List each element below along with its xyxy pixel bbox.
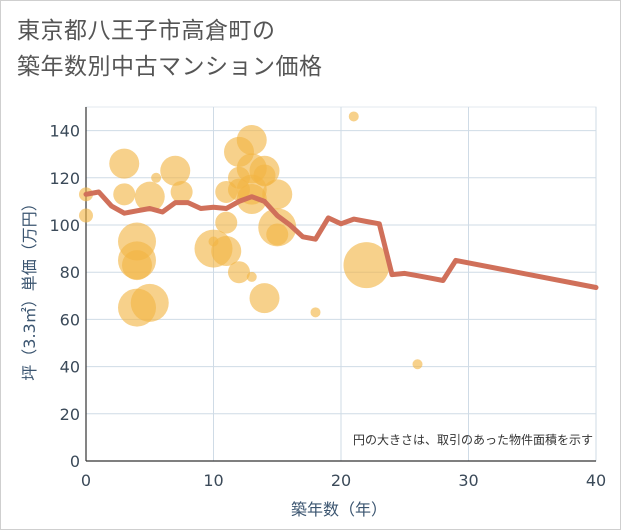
bubble-point: [79, 208, 93, 223]
x-tick-label: 20: [331, 471, 351, 490]
bubble-point: [262, 179, 293, 210]
y-tick-label: 80: [60, 263, 80, 282]
y-tick-label: 20: [60, 405, 80, 424]
x-axis-title: 築年数（年）: [291, 500, 387, 519]
chart-title: 東京都八王子市高倉町の 築年数別中古マンション価格: [17, 18, 323, 80]
x-tick-label: 0: [81, 471, 91, 490]
chart-annotation: 円の大きさは、取引のあった物件面積を示す: [353, 432, 593, 447]
bubble-point: [253, 164, 276, 187]
y-tick-label: 120: [49, 169, 80, 188]
bubble-point: [113, 183, 136, 206]
bubble-point: [215, 211, 238, 234]
bubble-point: [211, 235, 242, 266]
bubble-point: [130, 283, 169, 322]
bubble-point: [310, 307, 321, 318]
y-tick-label: 0: [70, 452, 80, 471]
bubble-point: [348, 111, 359, 122]
bubble-point: [249, 283, 280, 314]
bubble-point: [134, 181, 165, 212]
bubble-point: [266, 223, 289, 246]
average-price-line: [83, 189, 599, 290]
y-tick-label: 140: [49, 122, 80, 141]
bubble-point: [170, 180, 193, 203]
bubble-point: [228, 261, 250, 284]
y-tick-label: 40: [60, 358, 80, 377]
x-tick-label: 10: [203, 471, 223, 490]
bubble-point: [151, 172, 162, 183]
y-tick-label: 60: [60, 310, 80, 329]
y-tick-label: 100: [49, 216, 80, 235]
bubble-point: [236, 125, 267, 156]
x-tick-label: 40: [586, 471, 606, 490]
bubble-point: [109, 148, 140, 179]
bubble-point: [246, 271, 257, 282]
x-tick-label: 30: [458, 471, 478, 490]
y-axis-title: 坪（3.3㎡）単価（万円）: [20, 195, 39, 380]
bubble-point: [412, 359, 423, 370]
bubble-point: [160, 155, 191, 186]
bubble-point: [122, 250, 152, 281]
bubble-point: [343, 242, 390, 289]
